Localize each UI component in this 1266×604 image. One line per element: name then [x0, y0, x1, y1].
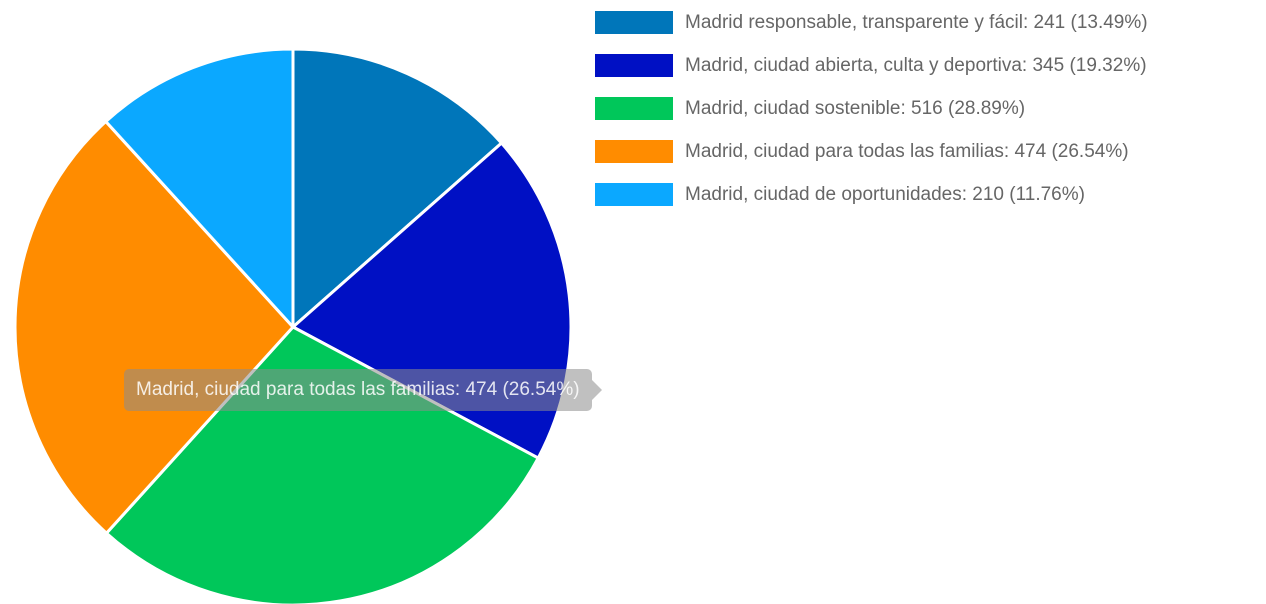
- legend-item-1[interactable]: Madrid responsable, transparente y fácil…: [595, 8, 1148, 37]
- pie-slice-3[interactable]: [105, 325, 540, 604]
- chart-tooltip-text: Madrid, ciudad para todas las familias: …: [136, 379, 580, 400]
- legend-label-3: Madrid, ciudad sostenible: 516 (28.89%): [685, 97, 1026, 119]
- legend-item-5[interactable]: Madrid, ciudad de oportunidades: 210 (11…: [595, 180, 1148, 209]
- legend-label-2: Madrid, ciudad abierta, culta y deportiv…: [685, 54, 1147, 76]
- legend-swatch-2: [595, 54, 673, 77]
- chart-tooltip: Madrid, ciudad para todas las familias: …: [124, 369, 602, 411]
- tooltip-arrow-icon: [591, 380, 602, 400]
- pie-slice-5[interactable]: [104, 47, 295, 329]
- legend-swatch-4: [595, 140, 673, 163]
- legend-label-5: Madrid, ciudad de oportunidades: 210 (11…: [685, 183, 1085, 205]
- legend-label-1: Madrid responsable, transparente y fácil…: [685, 11, 1148, 33]
- legend-swatch-1: [595, 11, 673, 34]
- pie-slice-4[interactable]: [13, 119, 295, 535]
- legend-item-4[interactable]: Madrid, ciudad para todas las familias: …: [595, 137, 1148, 166]
- legend-item-3[interactable]: Madrid, ciudad sostenible: 516 (28.89%): [595, 94, 1148, 123]
- legend-swatch-5: [595, 183, 673, 206]
- pie-slice-1[interactable]: [291, 47, 503, 329]
- legend-item-2[interactable]: Madrid, ciudad abierta, culta y deportiv…: [595, 51, 1148, 80]
- chart-legend: Madrid responsable, transparente y fácil…: [595, 8, 1148, 223]
- legend-swatch-3: [595, 97, 673, 120]
- legend-label-4: Madrid, ciudad para todas las familias: …: [685, 140, 1129, 162]
